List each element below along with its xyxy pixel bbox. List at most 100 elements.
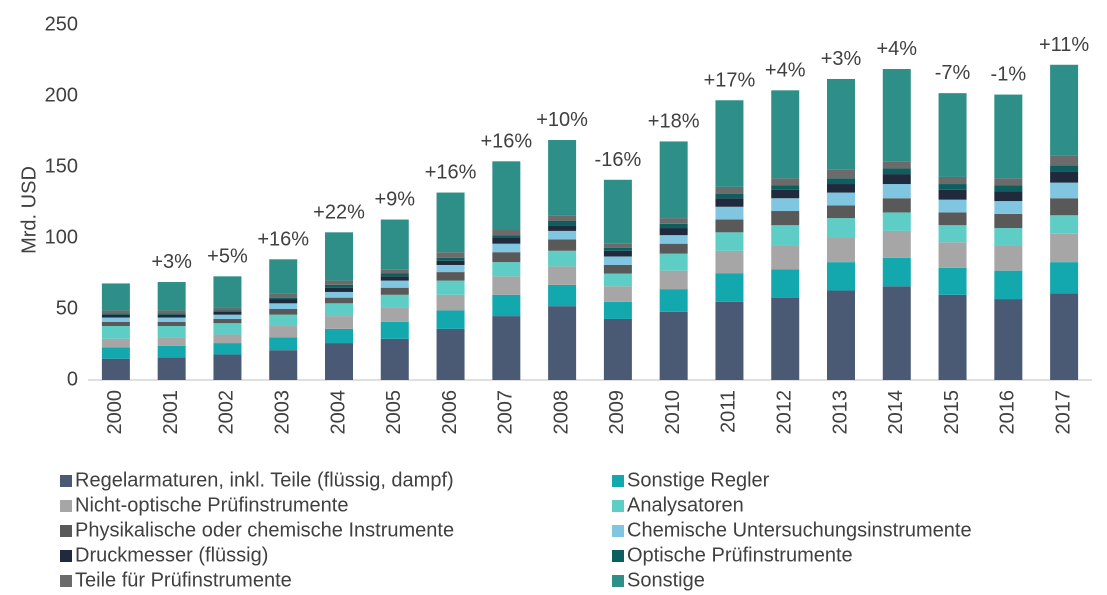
bar-segment <box>436 257 465 261</box>
bar-segment <box>548 306 577 380</box>
bar-segment <box>548 140 577 216</box>
bar-segment <box>157 313 186 315</box>
legend-swatch <box>60 575 72 587</box>
bar-segment <box>827 218 855 238</box>
bar-segment <box>436 294 465 311</box>
bar-segment <box>213 354 242 380</box>
x-tick-label: 2004 <box>327 390 349 435</box>
bar-segment <box>938 176 967 185</box>
bar-segment <box>1050 165 1079 172</box>
bar-segment <box>325 280 353 285</box>
bar-segment <box>603 318 632 380</box>
bar-segment <box>771 225 800 246</box>
bar-segment <box>659 253 688 271</box>
bar-segment <box>771 211 800 226</box>
bar-segment <box>715 198 744 207</box>
x-tick-label: 2010 <box>662 390 684 435</box>
bar-segment <box>436 192 465 253</box>
bar-segment <box>1050 198 1079 216</box>
bar-segment <box>436 264 465 273</box>
bar-segment <box>603 273 632 287</box>
bar-segment <box>994 94 1023 179</box>
legend-swatch <box>60 500 72 512</box>
bar-segment <box>157 337 186 346</box>
y-tick-label: 50 <box>56 297 78 319</box>
bar-segment <box>938 225 967 243</box>
x-tick-label: 2001 <box>160 390 182 435</box>
legend-label: Sonstige <box>627 569 705 591</box>
bar-segment <box>771 198 800 212</box>
bar-segment <box>882 286 911 380</box>
x-tick-label: 2012 <box>774 390 796 435</box>
x-tick-label: 2015 <box>941 390 963 435</box>
bar-segment <box>994 245 1023 271</box>
y-tick-label: 150 <box>45 155 78 177</box>
growth-label: +11% <box>1039 34 1089 56</box>
bar-segment <box>213 343 242 355</box>
legend-swatch <box>60 475 72 487</box>
bar-segment <box>882 230 911 258</box>
bar-segment <box>380 280 409 288</box>
bar-segment <box>380 219 409 270</box>
bar-segment <box>548 220 577 226</box>
bar-segment <box>938 242 967 268</box>
growth-label: +16% <box>425 162 477 184</box>
x-tick-label: 2014 <box>885 390 907 435</box>
bar-segment <box>827 78 855 170</box>
bar-segment <box>325 284 353 288</box>
bar-segment <box>827 184 855 193</box>
bar-segment <box>157 310 186 314</box>
bar-segment <box>548 230 577 240</box>
bar-segment <box>882 184 911 199</box>
growth-label: -16% <box>595 149 642 171</box>
bar-segment <box>1050 215 1079 234</box>
bar-segment <box>603 264 632 274</box>
bar-segment <box>325 316 353 329</box>
x-tick-label: 2006 <box>439 390 461 435</box>
bar-segment <box>269 297 298 300</box>
bar-segment <box>938 184 967 190</box>
bar-segment <box>659 270 688 290</box>
bar-segment <box>436 280 465 295</box>
bar-segment <box>771 90 800 179</box>
bar-segment <box>380 273 409 277</box>
bar-segment <box>492 316 521 380</box>
bar-segment <box>548 250 577 267</box>
growth-label: +10% <box>536 109 588 131</box>
legend-swatch <box>612 525 624 537</box>
bar-segment <box>548 225 577 231</box>
bar-segment <box>380 276 409 281</box>
bar-segment <box>101 314 130 318</box>
bar-segment <box>771 297 800 380</box>
bar-segment <box>157 357 186 380</box>
legend-label: Physikalische oder chemische Instrumente <box>75 519 454 541</box>
bar-segment <box>882 198 911 213</box>
bar-segment <box>715 301 744 380</box>
bar-segment <box>101 310 130 314</box>
legend-label: Analysatoren <box>627 494 744 516</box>
growth-label: -1% <box>991 64 1027 86</box>
bar-segment <box>436 310 465 329</box>
x-tick-label: 2007 <box>495 390 517 435</box>
x-tick-label: 2013 <box>829 390 851 435</box>
growth-label: +16% <box>257 228 309 250</box>
legend-label: Chemische Untersuchungsinstrumente <box>627 519 972 541</box>
bar-segment <box>548 284 577 307</box>
legend-label: Regelarmaturen, inkl. Teile (flüssig, da… <box>75 469 454 491</box>
growth-label: +3% <box>151 251 192 273</box>
bar-segment <box>1050 182 1079 199</box>
bar-segment <box>994 191 1023 202</box>
y-axis-label: Mrd. USD <box>18 166 40 254</box>
bar-segment <box>492 294 521 317</box>
growth-label: +5% <box>207 245 248 267</box>
bar-segment <box>101 338 130 348</box>
bar-segment <box>269 309 298 315</box>
bar-segment <box>213 310 242 312</box>
bar-segment <box>659 235 688 244</box>
bar-segment <box>380 307 409 322</box>
bar-segment <box>994 228 1023 246</box>
bar-segment <box>1050 233 1079 263</box>
bar-segment <box>659 289 688 312</box>
growth-label: +4% <box>876 38 917 60</box>
y-tick-label: 200 <box>45 84 78 106</box>
